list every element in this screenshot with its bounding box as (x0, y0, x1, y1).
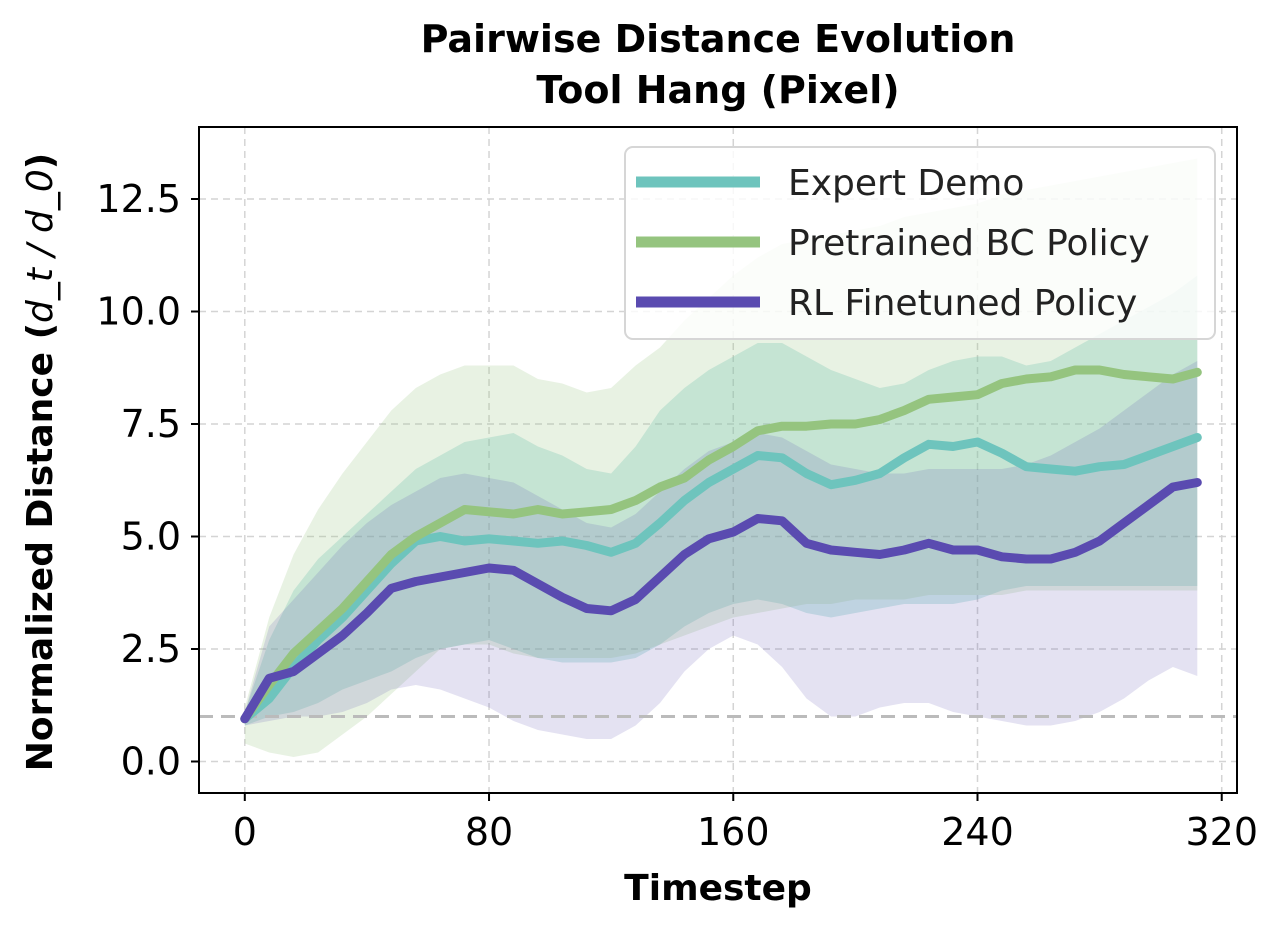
legend-label-2: RL Finetuned Policy (788, 283, 1137, 324)
plot-frame (198, 126, 1238, 794)
x-tick-label-1: 80 (465, 810, 513, 854)
legend: Expert Demo Pretrained BC Policy RL Finetu… (624, 146, 1216, 340)
y-axis-label-math: d_t / d_0 (20, 169, 61, 323)
x-tick-label-2: 160 (697, 810, 770, 854)
chart-subtitle: Tool Hang (Pixel) (536, 68, 899, 112)
series-line-0 (240, 433, 1202, 724)
y-axis-label: Normalized Distance (d_t / d_0) (20, 153, 61, 772)
x-tick-label-4: 320 (1185, 810, 1258, 854)
series-lines (240, 365, 1202, 724)
x-tick-label-3: 240 (941, 810, 1014, 854)
y-tick-label-5: 12.5 (96, 177, 181, 221)
x-axis-ticks: 0 80 160 240 320 (233, 793, 1258, 854)
y-tick-label-4: 10.0 (96, 290, 181, 334)
y-axis-label-main: Normalized Distance ( (20, 323, 61, 771)
x-axis-label: Timestep (624, 868, 812, 909)
y-tick-label-1: 2.5 (121, 627, 181, 671)
legend-label-1: Pretrained BC Policy (788, 223, 1150, 264)
series-line-1 (240, 365, 1202, 724)
legend-box (624, 146, 1216, 340)
legend-label-0: Expert Demo (788, 163, 1024, 204)
chart-title: Pairwise Distance Evolution (421, 17, 1016, 61)
y-tick-label-3: 7.5 (121, 402, 181, 446)
y-tick-label-0: 0.0 (121, 740, 181, 784)
y-tick-label-2: 5.0 (121, 515, 181, 559)
confidence-band-0 (244, 275, 1198, 726)
y-axis-ticks: 0.0 2.5 5.0 7.5 10.0 12.5 (96, 177, 199, 784)
x-tick-label-0: 0 (233, 810, 257, 854)
confidence-band-2 (244, 361, 1198, 739)
y-axis-label-close: ) (20, 153, 61, 169)
plot-border (198, 126, 1238, 794)
series-line-2 (240, 478, 1202, 724)
